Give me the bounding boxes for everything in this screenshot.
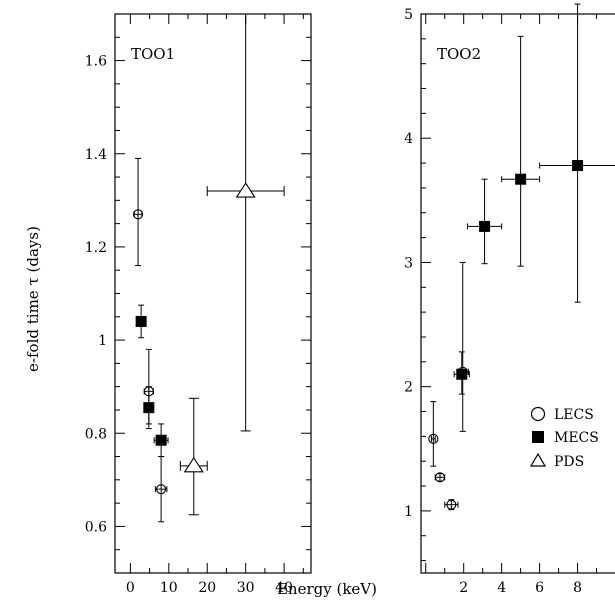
legend-square-marker — [532, 431, 544, 443]
x-tick-label: 30 — [237, 580, 255, 596]
legend-circle-marker — [530, 406, 546, 422]
y-tick-label: 5 — [404, 7, 413, 23]
lecs-point — [428, 433, 439, 444]
mecs-point — [155, 434, 167, 446]
y-tick-label: 3 — [404, 255, 413, 271]
x-tick-label: 6 — [535, 580, 544, 596]
panel-title: TOO1 — [131, 45, 175, 63]
pds-point — [183, 456, 204, 473]
y-tick-label: 1.6 — [85, 54, 107, 70]
pds-point — [235, 181, 256, 198]
legend-label-mecs: MECS — [554, 430, 599, 446]
y-tick-label: 4 — [404, 131, 413, 147]
mecs-point — [135, 315, 147, 327]
x-tick-label: 8 — [573, 580, 582, 596]
legend: LECS MECS PDS — [529, 406, 599, 470]
y-tick-label: 0.8 — [85, 426, 107, 442]
x-axis-label: Energy (keV) — [277, 580, 377, 598]
y-tick-label: 1 — [404, 504, 413, 520]
lecs-point — [156, 484, 167, 495]
y-tick-label: 1.2 — [85, 240, 107, 256]
x-tick-label: 10 — [160, 580, 178, 596]
y-tick-label: 1 — [98, 333, 107, 349]
panel-too2: 1 2 3 4 5 2 4 6 8 TOO2 — [404, 3, 615, 596]
x-tick-label: 0 — [126, 580, 135, 596]
mecs-point — [515, 173, 527, 185]
x-tick-label: 40 — [275, 580, 293, 596]
panel-too1: 0.6 0.8 1 1.2 1.4 1.6 0 10 20 30 40 TOO1 — [85, 13, 312, 596]
mecs-point — [572, 160, 584, 172]
lecs-point — [446, 499, 457, 510]
lecs-point — [434, 472, 446, 483]
mecs-point — [143, 402, 155, 414]
legend-label-lecs: LECS — [554, 407, 594, 423]
y-tick-label: 1.4 — [85, 147, 107, 163]
plot-frame — [420, 13, 615, 574]
plot-frame — [114, 13, 312, 574]
mecs-point — [479, 220, 491, 232]
y-axis-label: e-fold time τ (days) — [24, 226, 42, 372]
x-tick-label: 20 — [198, 580, 216, 596]
x-tick-label: 4 — [497, 580, 506, 596]
panel-title: TOO2 — [437, 45, 481, 63]
y-tick-label: 0.6 — [85, 519, 107, 535]
x-tick-label: 2 — [459, 580, 468, 596]
lecs-point — [133, 209, 144, 220]
legend-triangle-marker — [529, 452, 547, 467]
mecs-point — [456, 368, 468, 380]
legend-label-pds: PDS — [554, 454, 584, 470]
y-tick-label: 2 — [404, 380, 413, 396]
